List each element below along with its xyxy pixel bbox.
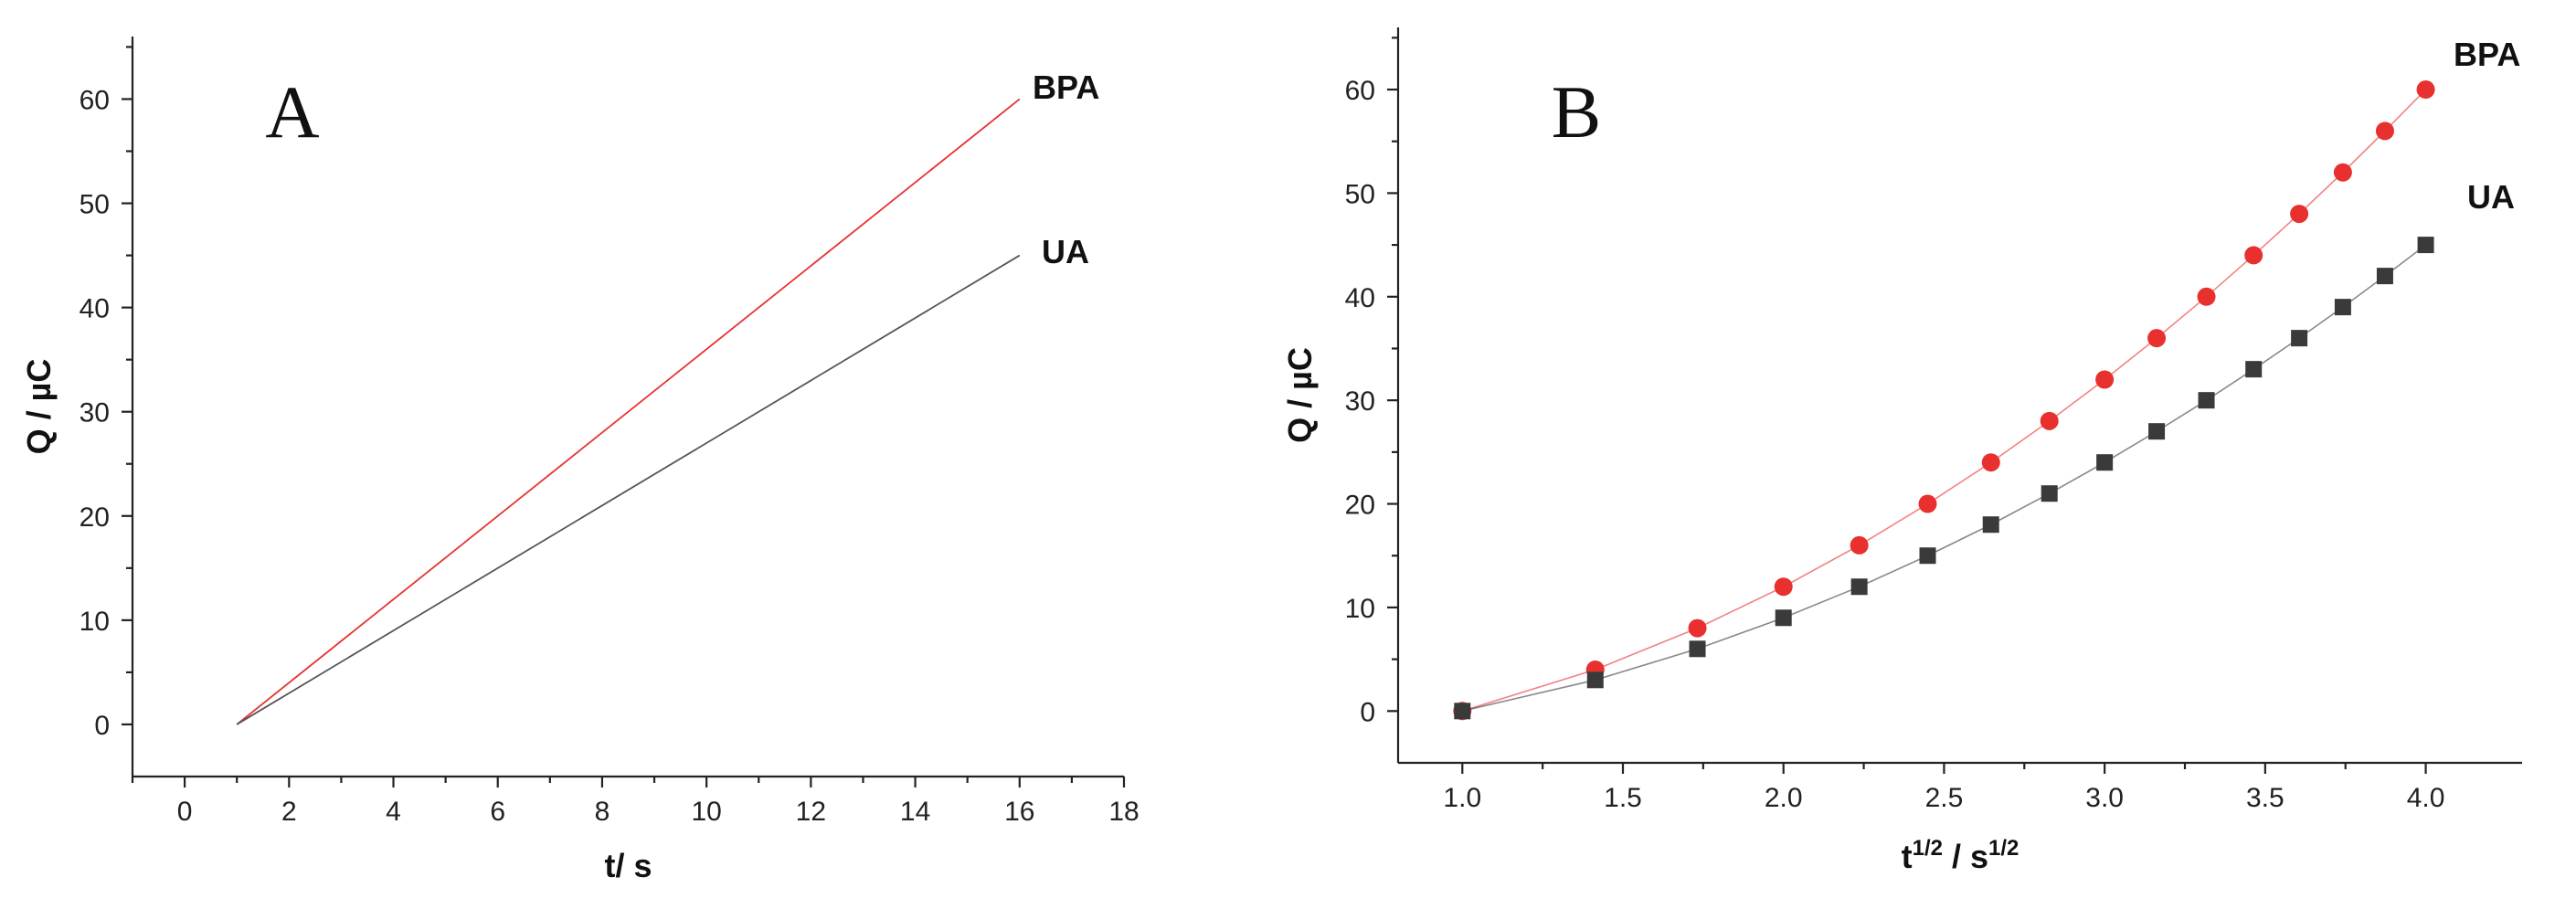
point-bpa	[1688, 618, 1707, 638]
series-label-ua: UA	[1042, 233, 1089, 270]
series-line-bpa	[236, 98, 1021, 725]
series-label-bpa: BPA	[1033, 69, 1099, 106]
point-ua	[2417, 237, 2434, 254]
x-axis-label: t/ s	[604, 847, 652, 884]
point-bpa	[1918, 494, 1937, 513]
point-bpa	[1850, 535, 1869, 555]
series-line-bpa	[1462, 89, 2427, 713]
point-ua	[2148, 423, 2166, 440]
chart-a: 0 2 4 6 8 10 12 14 16 18 0 10 20 30 40 50 60 t/ s Q / µC A B…	[20, 37, 1140, 884]
point-ua	[1775, 609, 1792, 627]
chart-b: 1.0 1.5 2.0 2.5 3.0 3.5 4.0 0 10 20 30 40 50 60 t1/2 /…	[1281, 27, 2522, 875]
y-tick-label: 0	[94, 711, 110, 741]
y-tick-label: 50	[1345, 179, 1375, 209]
point-ua	[1850, 578, 1868, 596]
x-tick-label: 14	[900, 797, 930, 827]
point-ua	[1586, 671, 1604, 689]
x-tick-label: 2	[281, 797, 297, 827]
x-tick-label: 8	[595, 797, 610, 827]
x-tick-label: 12	[796, 797, 826, 827]
x-tick-label: 16	[1004, 797, 1034, 827]
point-bpa	[2416, 80, 2435, 100]
point-ua	[2096, 454, 2114, 471]
series-label-bpa: BPA	[2454, 36, 2520, 73]
point-ua	[2334, 299, 2351, 316]
x-tick-label: 1.0	[1443, 783, 1481, 813]
y-tick-label: 50	[80, 190, 110, 220]
point-bpa	[2244, 246, 2263, 265]
series-line-ua	[236, 254, 1021, 725]
point-bpa	[2095, 370, 2115, 389]
x-tick-label: 4.0	[2407, 783, 2445, 813]
point-bpa	[2147, 329, 2167, 348]
y-tick-label: 30	[80, 398, 110, 428]
point-bpa	[1981, 453, 2000, 472]
point-ua	[1454, 703, 1471, 720]
x-tick-label: 1.5	[1604, 783, 1642, 813]
point-ua	[1689, 640, 1706, 658]
x-tick-label: 18	[1108, 797, 1139, 827]
y-axis-label: Q / µC	[20, 359, 58, 455]
x-tick-label: 0	[177, 797, 193, 827]
series-label-ua: UA	[2467, 178, 2515, 216]
y-tick-label: 60	[80, 85, 110, 115]
y-tick-label: 40	[1345, 283, 1375, 313]
point-ua	[2291, 330, 2308, 347]
point-ua	[2198, 392, 2215, 409]
point-ua	[1919, 547, 1936, 565]
y-tick-label: 30	[1345, 386, 1375, 417]
y-tick-label: 10	[1345, 594, 1375, 624]
y-axis-label: Q / µC	[1281, 347, 1319, 443]
point-bpa	[2290, 205, 2309, 224]
panel-label: A	[265, 70, 319, 153]
x-tick-label: 2.5	[1925, 783, 1964, 813]
point-bpa	[1774, 577, 1793, 597]
point-ua	[2245, 361, 2263, 378]
y-tick-label: 20	[1345, 491, 1375, 521]
point-bpa	[2040, 411, 2059, 430]
panel-label: B	[1552, 70, 1602, 153]
y-tick-label: 20	[80, 502, 110, 533]
x-tick-label: 3.0	[2085, 783, 2124, 813]
point-ua	[1982, 516, 1999, 534]
y-tick-label: 40	[80, 294, 110, 324]
x-tick-label: 4	[386, 797, 401, 827]
x-tick-label: 6	[490, 797, 505, 827]
point-ua	[2041, 485, 2058, 502]
x-tick-label: 3.5	[2246, 783, 2284, 813]
x-tick-label: 2.0	[1765, 783, 1803, 813]
y-tick-label: 10	[80, 607, 110, 637]
point-bpa	[2333, 163, 2352, 182]
point-bpa	[2197, 287, 2216, 306]
x-axis-label: t1/2 / s1/2	[1902, 836, 2019, 875]
y-tick-label: 60	[1345, 76, 1375, 106]
point-bpa	[2375, 122, 2394, 141]
point-ua	[2376, 268, 2393, 285]
y-tick-label: 0	[1360, 697, 1375, 727]
x-tick-label: 10	[691, 797, 721, 827]
series-line-ua	[1462, 244, 2427, 713]
